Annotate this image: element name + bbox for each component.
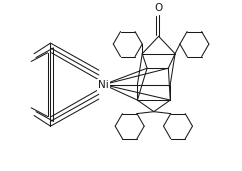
Text: Ni: Ni [98,80,109,90]
Text: O: O [155,3,163,13]
